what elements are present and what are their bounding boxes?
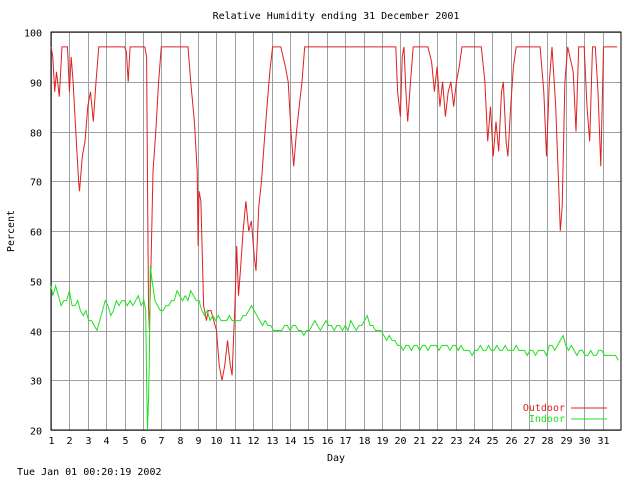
series-layer	[50, 46, 619, 431]
x-tick-label: 31	[597, 436, 609, 447]
x-tick-label: 19	[376, 436, 388, 447]
x-tick-label: 27	[523, 436, 535, 447]
x-tick-labels: 1 2 3 4 5 6 7 8 9 10 11 12 13 14 15 16 17 18 19 20 21 22 23 24 2…	[48, 436, 609, 447]
x-tick-label: 29	[560, 436, 572, 447]
y-tick-label: 100	[24, 29, 42, 40]
x-tick-label: 17	[339, 436, 351, 447]
x-tick-label: 25	[486, 436, 498, 447]
y-axis-label: Percent	[6, 210, 17, 252]
x-tick-label: 30	[578, 436, 590, 447]
y-tick-label: 80	[30, 129, 42, 140]
x-tick-label: 22	[431, 436, 443, 447]
x-tick-label: 12	[247, 436, 259, 447]
x-tick-label: 9	[195, 436, 201, 447]
y-tick-label: 30	[30, 377, 42, 388]
x-tick-label: 23	[450, 436, 462, 447]
x-tick-label: 1	[48, 436, 54, 447]
x-tick-label: 28	[541, 436, 553, 447]
series-line-indoor	[50, 265, 619, 431]
x-axis-label: Day	[327, 453, 345, 464]
x-tick-label: 7	[158, 436, 164, 447]
x-tick-label: 16	[321, 436, 333, 447]
x-tick-label: 2	[66, 436, 72, 447]
x-tick-label: 3	[85, 436, 91, 447]
x-tick-label: 15	[302, 436, 314, 447]
grid-lines	[51, 32, 621, 431]
plot-frame	[50, 31, 622, 431]
series-line-outdoor	[50, 46, 618, 381]
chart-title: Relative Humidity ending 31 December 200…	[213, 11, 460, 22]
x-tick-label: 26	[505, 436, 517, 447]
x-tick-label: 14	[284, 436, 296, 447]
y-tick-label: 20	[30, 427, 42, 438]
y-tick-label: 60	[30, 228, 42, 239]
x-tick-label: 10	[210, 436, 222, 447]
legend-label-outdoor: Outdoor	[523, 403, 565, 414]
legend-label-indoor: Indoor	[529, 414, 565, 425]
y-tick-label: 40	[30, 328, 42, 339]
x-tick-label: 21	[413, 436, 425, 447]
x-tick-label: 18	[358, 436, 370, 447]
y-tick-label: 90	[30, 79, 42, 90]
x-tick-label: 24	[468, 436, 480, 447]
y-tick-label: 70	[30, 178, 42, 189]
x-tick-label: 6	[140, 436, 146, 447]
x-tick-label: 20	[394, 436, 406, 447]
y-tick-label: 50	[30, 278, 42, 289]
footer-timestamp: Tue Jan 01 00:20:19 2002	[17, 467, 162, 478]
x-tick-label: 4	[103, 436, 109, 447]
legend: Outdoor Indoor	[523, 403, 607, 425]
x-tick-label: 8	[177, 436, 183, 447]
x-tick-label: 11	[229, 436, 241, 447]
x-tick-label: 13	[266, 436, 278, 447]
x-tick-label: 5	[122, 436, 128, 447]
y-tick-labels: 20 30 40 50 60 70 80 90 100	[24, 29, 42, 438]
